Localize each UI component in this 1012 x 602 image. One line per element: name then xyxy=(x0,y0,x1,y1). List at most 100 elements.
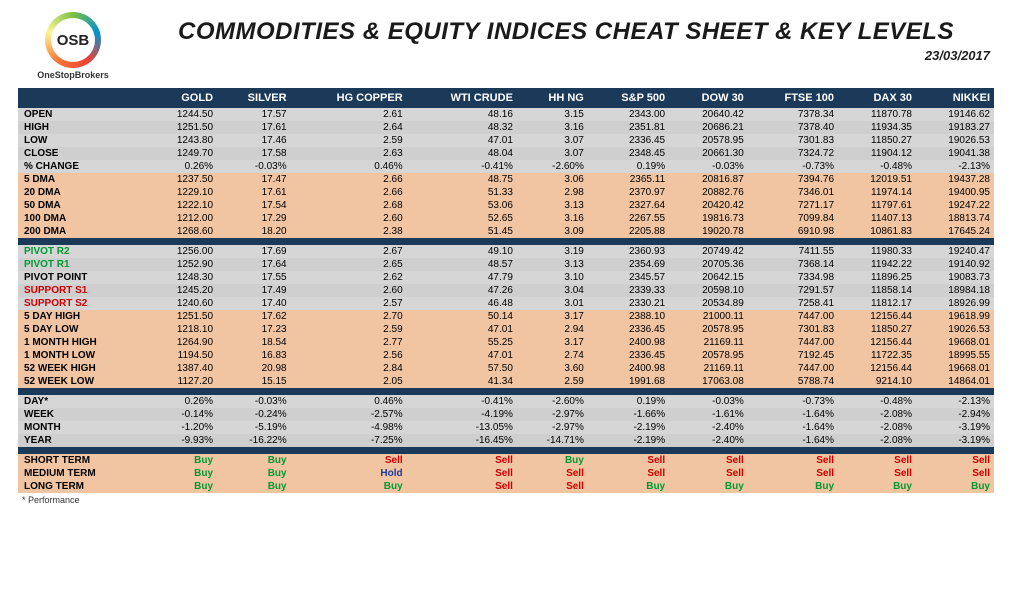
cell: Buy xyxy=(588,480,669,493)
cell: 46.48 xyxy=(407,297,517,310)
cell: 2.62 xyxy=(291,271,407,284)
cell: 1251.50 xyxy=(148,310,217,323)
row-label: YEAR xyxy=(18,434,148,447)
logo-circle: OSB xyxy=(45,12,101,68)
table-row: 52 WEEK HIGH1387.4020.982.8457.503.60240… xyxy=(18,362,994,375)
cell: 20642.15 xyxy=(669,271,748,284)
cell: 48.04 xyxy=(407,147,517,160)
table-row: OPEN1244.5017.572.6148.163.152343.002064… xyxy=(18,108,994,121)
cell: 17.69 xyxy=(217,245,291,258)
cell: 3.17 xyxy=(517,336,588,349)
row-label: 1 MONTH LOW xyxy=(18,349,148,362)
logo: OSB OneStopBrokers xyxy=(18,12,128,80)
col-label xyxy=(18,88,148,108)
cell: -0.03% xyxy=(669,395,748,408)
cell: -0.03% xyxy=(217,160,291,173)
cell: 2400.98 xyxy=(588,336,669,349)
cell: 17.49 xyxy=(217,284,291,297)
table-row: PIVOT R21256.0017.692.6749.103.192360.93… xyxy=(18,245,994,258)
table-row: CLOSE1249.7017.582.6348.043.072348.45206… xyxy=(18,147,994,160)
cell: 1194.50 xyxy=(148,349,217,362)
cell: Sell xyxy=(669,454,748,467)
cell: 2400.98 xyxy=(588,362,669,375)
cell: Sell xyxy=(838,467,916,480)
cell: 2360.93 xyxy=(588,245,669,258)
cell: 3.09 xyxy=(517,225,588,238)
cell: 17.47 xyxy=(217,173,291,186)
row-label: MONTH xyxy=(18,421,148,434)
cell: 21169.11 xyxy=(669,362,748,375)
cell: 2.05 xyxy=(291,375,407,388)
cell: Sell xyxy=(748,454,838,467)
cell: Sell xyxy=(916,454,994,467)
cell: 2.59 xyxy=(291,134,407,147)
cell: 19026.53 xyxy=(916,323,994,336)
cell: -3.19% xyxy=(916,421,994,434)
cell: 20686.21 xyxy=(669,121,748,134)
cell: 11974.14 xyxy=(838,186,916,199)
cell: Buy xyxy=(748,480,838,493)
cell: Sell xyxy=(517,467,588,480)
cell: 18995.55 xyxy=(916,349,994,362)
table-header: GOLDSILVERHG COPPERWTI CRUDEHH NGS&P 500… xyxy=(18,88,994,108)
cell: 51.45 xyxy=(407,225,517,238)
cell: -5.19% xyxy=(217,421,291,434)
cell: -1.20% xyxy=(148,421,217,434)
cell: 1222.10 xyxy=(148,199,217,212)
cell: 20.98 xyxy=(217,362,291,375)
cell: 47.26 xyxy=(407,284,517,297)
table-row: YEAR-9.93%-16.22%-7.25%-16.45%-14.71%-2.… xyxy=(18,434,994,447)
cell: -2.40% xyxy=(669,434,748,447)
cell: 19437.28 xyxy=(916,173,994,186)
cell: 2.61 xyxy=(291,108,407,121)
cell: Sell xyxy=(588,467,669,480)
cell: Sell xyxy=(838,454,916,467)
col-hg-copper: HG COPPER xyxy=(291,88,407,108)
cell: 3.01 xyxy=(517,297,588,310)
cell: 17063.08 xyxy=(669,375,748,388)
row-label: 1 MONTH HIGH xyxy=(18,336,148,349)
table-row: 100 DMA1212.0017.292.6052.653.162267.551… xyxy=(18,212,994,225)
cell: 47.01 xyxy=(407,323,517,336)
cell: Buy xyxy=(217,454,291,467)
cell: 19668.01 xyxy=(916,362,994,375)
table-row: PIVOT R11252.9017.642.6548.573.132354.69… xyxy=(18,258,994,271)
cell: Buy xyxy=(148,454,217,467)
cell: 2.60 xyxy=(291,284,407,297)
cell: 19400.95 xyxy=(916,186,994,199)
cell: 20640.42 xyxy=(669,108,748,121)
cell: -2.60% xyxy=(517,395,588,408)
cell: 20816.87 xyxy=(669,173,748,186)
cell: 7447.00 xyxy=(748,336,838,349)
cell: -16.22% xyxy=(217,434,291,447)
col-dow-30: DOW 30 xyxy=(669,88,748,108)
cell: 52.65 xyxy=(407,212,517,225)
cell: 53.06 xyxy=(407,199,517,212)
cell: -2.57% xyxy=(291,408,407,421)
separator xyxy=(18,388,994,395)
cell: 14864.01 xyxy=(916,375,994,388)
cell: 20661.30 xyxy=(669,147,748,160)
cell: 2336.45 xyxy=(588,134,669,147)
cell: 7378.40 xyxy=(748,121,838,134)
table-row: LOW1243.8017.462.5947.013.072336.4520578… xyxy=(18,134,994,147)
cell: 7334.98 xyxy=(748,271,838,284)
cell: -0.03% xyxy=(669,160,748,173)
row-label: SHORT TERM xyxy=(18,454,148,467)
row-label: 5 DAY HIGH xyxy=(18,310,148,323)
cell: 11812.17 xyxy=(838,297,916,310)
cell: Sell xyxy=(588,454,669,467)
cell: Sell xyxy=(517,480,588,493)
cell: -4.98% xyxy=(291,421,407,434)
cell: 11942.22 xyxy=(838,258,916,271)
cell: 2388.10 xyxy=(588,310,669,323)
cell: 11797.61 xyxy=(838,199,916,212)
cell: Sell xyxy=(407,454,517,467)
cell: 1218.10 xyxy=(148,323,217,336)
cell: 3.10 xyxy=(517,271,588,284)
cell: 20578.95 xyxy=(669,349,748,362)
cell: 48.57 xyxy=(407,258,517,271)
cell: Buy xyxy=(148,480,217,493)
cell: 19140.92 xyxy=(916,258,994,271)
cell: 17.29 xyxy=(217,212,291,225)
